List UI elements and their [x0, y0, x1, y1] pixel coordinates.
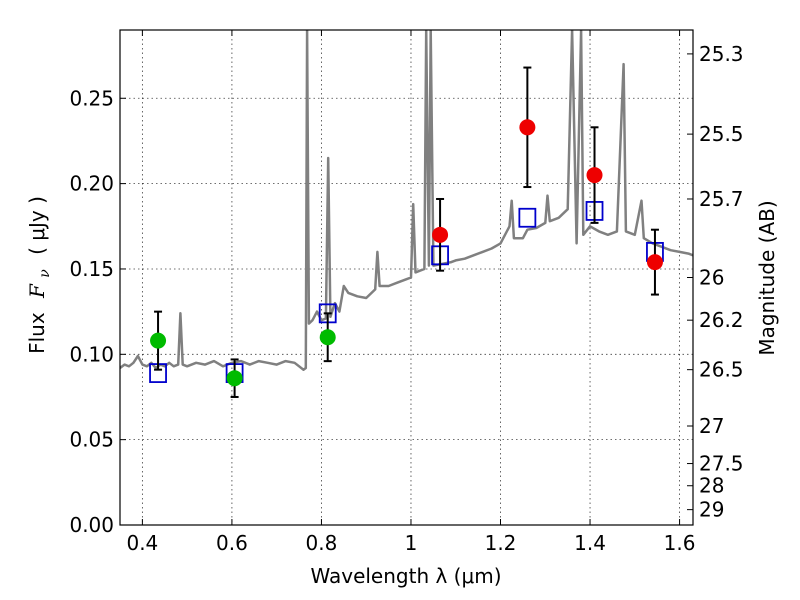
right-tick-label: 29: [699, 498, 724, 522]
y-axis-label-prefix: Flux: [25, 312, 49, 354]
red-data-point: [519, 119, 536, 136]
y-tick-label: 0.00: [69, 513, 114, 537]
right-tick-label: 25.3: [699, 42, 744, 66]
x-axis-label: Wavelength λ (μm): [310, 564, 501, 588]
right-tick-label: 25.5: [699, 122, 744, 146]
x-tick-label: 1.6: [664, 531, 696, 555]
x-tick-label: 0.4: [126, 531, 158, 555]
red-data-point: [432, 226, 449, 243]
green-data-point: [150, 332, 167, 349]
y-axis-label-symbol: F: [25, 283, 49, 299]
x-tick-label: 1.2: [485, 531, 517, 555]
right-tick-label: 27: [699, 414, 724, 438]
green-data-point: [319, 329, 336, 346]
template-spectrum-line: [120, 30, 693, 371]
y-tick-label: 0.15: [69, 257, 114, 281]
y-tick-label: 0.20: [69, 172, 114, 196]
right-tick-label: 26.5: [699, 358, 744, 382]
x-tick-label: 0.6: [216, 531, 248, 555]
svg-text:Flux F ν ( μ: Flux F ν ( μJy ): [25, 196, 54, 354]
y-tick-label: 0.05: [69, 428, 114, 452]
y-axis-label-subscript: ν: [37, 269, 53, 278]
right-tick-label: 26.2: [699, 308, 744, 332]
x-tick-label: 1: [405, 531, 418, 555]
right-tick-label: 28: [699, 474, 724, 498]
green-data-point: [226, 370, 243, 387]
x-tick-label: 0.8: [306, 531, 338, 555]
right-tick-label: 26: [699, 266, 724, 290]
y-axis-label: Flux F ν ( μJy ): [25, 196, 54, 354]
y-tick-label: 0.25: [69, 86, 114, 110]
red-data-point: [586, 167, 603, 184]
model-square-marker: [518, 207, 537, 228]
right-tick-label: 27.5: [699, 452, 744, 476]
x-tick-label: 1.4: [574, 531, 606, 555]
right-tick-label: 25.7: [699, 187, 744, 211]
y-axis-label-unit: ( μJy ): [25, 196, 49, 255]
red-data-point: [646, 254, 663, 271]
right-axis-label: Magnitude (AB): [755, 200, 779, 355]
plot-area: [120, 30, 693, 398]
axes-layer: 0.4 0.6 0.8 1 1.2 1.4 1.6 0.00 0.05 0.10 0.15 0.20 0…: [69, 29, 744, 555]
y-tick-label: 0.10: [69, 342, 114, 366]
